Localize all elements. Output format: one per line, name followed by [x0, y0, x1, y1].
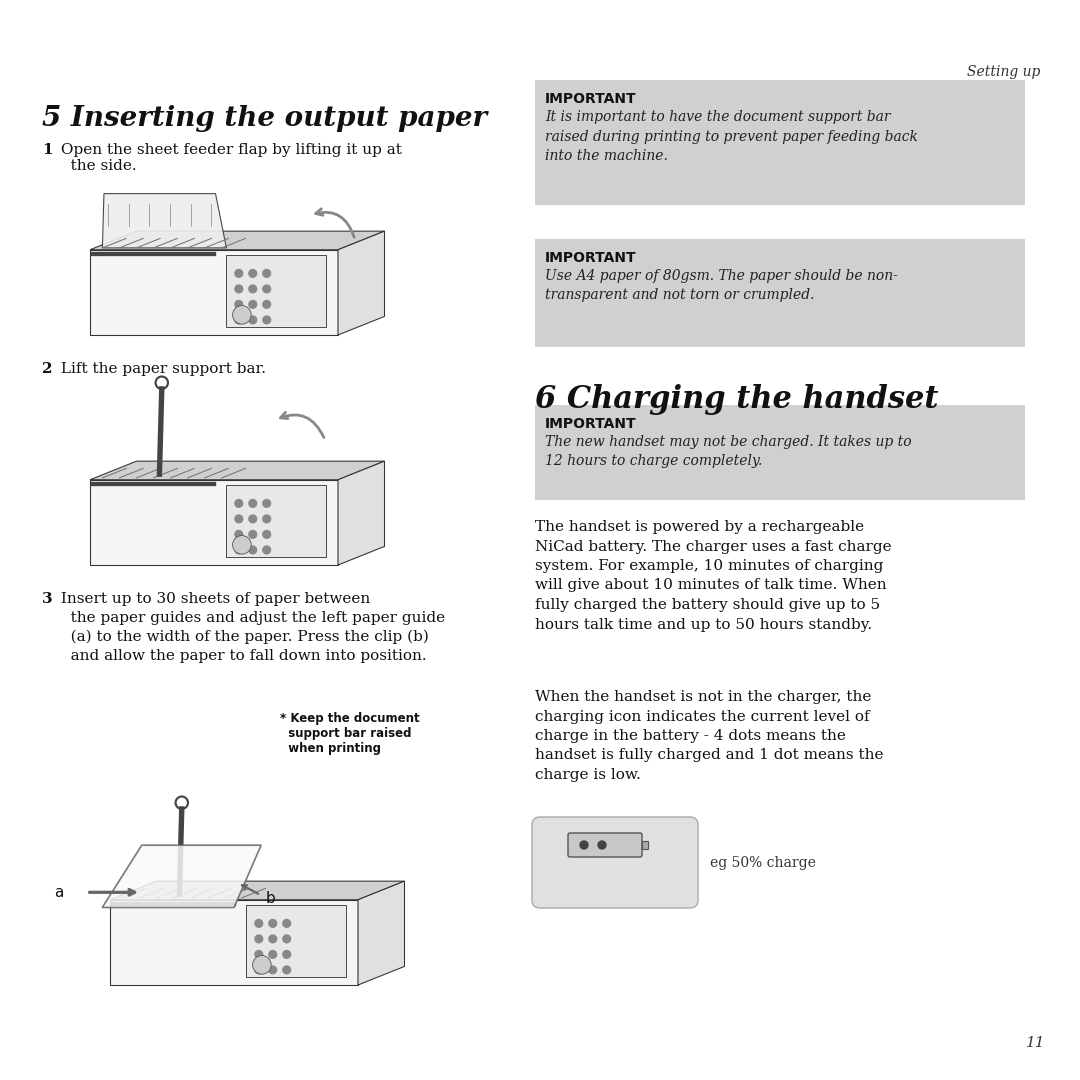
Circle shape	[262, 316, 271, 324]
Circle shape	[248, 316, 257, 324]
Text: b: b	[266, 891, 275, 906]
FancyBboxPatch shape	[568, 833, 642, 858]
Circle shape	[598, 841, 606, 849]
Circle shape	[580, 841, 588, 849]
Circle shape	[235, 316, 243, 324]
Text: IMPORTANT: IMPORTANT	[545, 417, 636, 431]
Circle shape	[262, 515, 271, 523]
Circle shape	[262, 285, 271, 293]
Polygon shape	[357, 881, 405, 985]
Circle shape	[255, 919, 262, 928]
Polygon shape	[90, 249, 338, 335]
Circle shape	[248, 530, 257, 538]
Circle shape	[248, 515, 257, 523]
Text: IMPORTANT: IMPORTANT	[545, 251, 636, 265]
Text: 11: 11	[1026, 1036, 1045, 1050]
Circle shape	[235, 500, 243, 508]
Bar	[535, 405, 1025, 500]
Circle shape	[255, 935, 262, 943]
Polygon shape	[110, 900, 357, 985]
Circle shape	[262, 270, 271, 278]
Text: Insert up to 30 sheets of paper between
   the paper guides and adjust the left : Insert up to 30 sheets of paper between …	[56, 592, 445, 663]
Text: 5 Inserting the output paper: 5 Inserting the output paper	[42, 105, 487, 132]
Circle shape	[235, 546, 243, 554]
Bar	[227, 485, 325, 557]
Circle shape	[269, 919, 276, 928]
Polygon shape	[103, 193, 227, 248]
Circle shape	[262, 300, 271, 308]
Circle shape	[235, 270, 243, 278]
Circle shape	[235, 515, 243, 523]
Bar	[227, 255, 325, 327]
Circle shape	[235, 285, 243, 293]
Circle shape	[283, 919, 291, 928]
Text: * Keep the document
  support bar raised
  when printing: * Keep the document support bar raised w…	[280, 712, 420, 755]
Text: The new handset may not be charged. It takes up to
12 hours to charge completely: The new handset may not be charged. It t…	[545, 435, 912, 469]
Circle shape	[283, 935, 291, 943]
Circle shape	[283, 950, 291, 958]
Polygon shape	[110, 881, 405, 900]
Circle shape	[248, 285, 257, 293]
Text: Setting up: Setting up	[967, 65, 1040, 79]
Polygon shape	[90, 461, 384, 480]
Text: 6 Charging the handset: 6 Charging the handset	[535, 384, 939, 415]
Text: It is important to have the document support bar
raised during printing to preve: It is important to have the document sup…	[545, 110, 918, 163]
Text: When the handset is not in the charger, the
charging icon indicates the current : When the handset is not in the charger, …	[535, 690, 883, 782]
Text: 2: 2	[42, 362, 53, 376]
Circle shape	[269, 935, 276, 943]
Text: Lift the paper support bar.: Lift the paper support bar.	[56, 362, 266, 376]
Polygon shape	[338, 461, 384, 565]
Text: The handset is powered by a rechargeable
NiCad battery. The charger uses a fast : The handset is powered by a rechargeable…	[535, 519, 892, 632]
Circle shape	[255, 950, 262, 958]
Polygon shape	[338, 231, 384, 335]
Circle shape	[255, 966, 262, 974]
Circle shape	[248, 270, 257, 278]
Polygon shape	[90, 231, 384, 249]
Circle shape	[235, 300, 243, 308]
Bar	[535, 239, 1025, 347]
Circle shape	[156, 377, 168, 389]
Circle shape	[253, 956, 271, 974]
Circle shape	[262, 500, 271, 508]
Bar	[535, 80, 1025, 205]
Polygon shape	[90, 480, 338, 565]
Circle shape	[283, 966, 291, 974]
Circle shape	[262, 530, 271, 538]
Circle shape	[269, 966, 276, 974]
Text: a: a	[54, 885, 64, 900]
Text: eg 50% charge: eg 50% charge	[710, 856, 815, 870]
Bar	[642, 841, 648, 849]
Circle shape	[176, 797, 188, 809]
Text: IMPORTANT: IMPORTANT	[545, 92, 636, 106]
FancyBboxPatch shape	[532, 816, 698, 908]
Bar	[246, 905, 346, 977]
Circle shape	[262, 546, 271, 554]
Circle shape	[232, 306, 252, 324]
Text: Use A4 paper of 80gsm. The paper should be non-
transparent and not torn or crum: Use A4 paper of 80gsm. The paper should …	[545, 269, 897, 302]
Circle shape	[248, 500, 257, 508]
Polygon shape	[103, 846, 261, 907]
Circle shape	[248, 546, 257, 554]
Circle shape	[235, 530, 243, 538]
Circle shape	[248, 300, 257, 308]
Text: 3: 3	[42, 592, 53, 606]
Circle shape	[232, 536, 252, 554]
Text: Open the sheet feeder flap by lifting it up at
   the side.: Open the sheet feeder flap by lifting it…	[56, 143, 402, 173]
Text: 1: 1	[42, 143, 53, 157]
Circle shape	[269, 950, 276, 958]
